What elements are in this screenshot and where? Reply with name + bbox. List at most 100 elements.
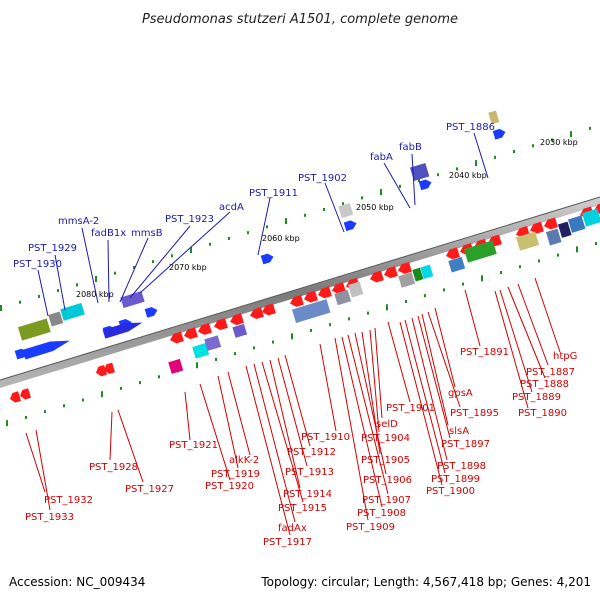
reverse-gene-arrow (318, 286, 332, 299)
gene-label-fadAx: fadAx (278, 523, 307, 534)
reverse-gene-arrow (544, 217, 558, 230)
gene-label-mmsB: mmsB (131, 228, 163, 239)
scale-tick (437, 173, 439, 177)
gene-label-PST_1912: PST_1912 (287, 447, 336, 458)
scale-tick (190, 247, 192, 254)
scale-tick (494, 155, 496, 159)
scale-tick (304, 213, 306, 217)
scale-tick (139, 381, 141, 385)
gene-label-PST_1909: PST_1909 (346, 522, 395, 533)
scale-tick (209, 242, 211, 246)
gene-label-PST_1898: PST_1898 (437, 461, 486, 472)
scale-tick (133, 265, 135, 269)
scale-tick (291, 333, 293, 340)
gene-label-PST_1927: PST_1927 (125, 484, 174, 495)
scale-tick (76, 283, 78, 287)
scale-tick (329, 323, 331, 327)
forward-gene-arrow (102, 322, 143, 339)
scale-tick (386, 304, 388, 311)
scale-tick (481, 275, 483, 282)
gene-block (192, 343, 210, 359)
scale-label-2030: 2030 kbp (540, 138, 578, 147)
gene-label-PST_1917: PST_1917 (263, 537, 312, 548)
reverse-gene-arrow (290, 294, 304, 307)
forward-gene-arrow (492, 128, 506, 140)
gene-label-PST_1920: PST_1920 (205, 481, 254, 492)
reverse-gene-arrow (446, 247, 460, 260)
scale-tick (152, 260, 154, 264)
scale-tick (500, 271, 502, 274)
gene-block (488, 110, 500, 125)
gene-label-PST_1906: PST_1906 (363, 475, 412, 486)
gene-label-PST_1889: PST_1889 (512, 392, 561, 403)
gene-label-PST_1901: PST_1901 (386, 403, 435, 414)
gene-label-PST_1910: PST_1910 (301, 432, 350, 443)
scale-tick (462, 282, 464, 286)
gene-label-PST_1902: PST_1902 (298, 173, 347, 184)
scale-tick (418, 179, 420, 183)
scale-tick (557, 253, 559, 257)
scale-tick (424, 294, 426, 298)
gene-label-alkK-2: alkK-2 (229, 455, 259, 466)
scale-tick (405, 299, 407, 303)
gene-block (515, 231, 540, 251)
scale-tick (532, 144, 534, 148)
reverse-gene-arrow (250, 307, 264, 320)
gene-label-PST_1891: PST_1891 (460, 347, 509, 358)
gene-label-fabA: fabA (370, 152, 393, 163)
reverse-gene-arrow (10, 391, 22, 403)
scale-tick (285, 218, 287, 225)
scale-label-2080: 2080 kbp (76, 290, 114, 299)
gene-block (120, 291, 145, 309)
gene-label-mmsA-2: mmsA-2 (58, 216, 99, 227)
scale-tick (380, 189, 382, 196)
gene-label-PST_1932: PST_1932 (44, 495, 93, 506)
gene-label-PST_1905: PST_1905 (361, 455, 410, 466)
gene-label-PST_1890: PST_1890 (518, 408, 567, 419)
scale-tick (342, 202, 344, 206)
gene-label-PST_1895: PST_1895 (450, 408, 499, 419)
gene-block (17, 318, 51, 341)
scale-tick (513, 150, 515, 154)
gene-label-PST_1919: PST_1919 (211, 469, 260, 480)
scale-tick (348, 317, 350, 321)
forward-gene-arrow (418, 179, 432, 191)
gene-block (204, 335, 222, 351)
scale-tick (443, 288, 445, 292)
scale-tick (114, 271, 116, 275)
scale-tick (196, 362, 198, 369)
gene-block (291, 299, 331, 324)
reverse-gene-arrow (214, 318, 228, 330)
scale-label-2040: 2040 kbp (449, 171, 487, 180)
gene-block (398, 272, 416, 288)
forward-gene-arrow (343, 220, 357, 232)
scale-tick (589, 126, 591, 130)
scale-tick (266, 225, 268, 229)
reverse-gene-arrow (184, 327, 198, 340)
scale-tick (57, 289, 59, 293)
gene-features (10, 110, 600, 403)
gene-block (545, 228, 562, 246)
reverse-gene-arrow (398, 262, 412, 274)
scale-tick (38, 294, 40, 298)
gene-block (581, 208, 600, 227)
scale-tick (570, 131, 572, 138)
gene-block (420, 264, 434, 280)
scale-label-2060: 2060 kbp (262, 234, 300, 243)
gene-label-acdA: acdA (219, 202, 244, 213)
scale-tick (361, 196, 363, 200)
gene-label-PST_1904: PST_1904 (361, 433, 410, 444)
accession-text: Accession: NC_009434 (9, 575, 145, 589)
forward-gene-arrow (260, 253, 274, 265)
gene-label-PST_1911: PST_1911 (249, 188, 298, 199)
gene-block (334, 289, 352, 306)
gene-block (412, 267, 424, 282)
gene-block (338, 203, 354, 219)
scale-tick (82, 398, 84, 402)
gene-label-gpsA: gpsA (448, 388, 473, 399)
reverse-gene-arrow (530, 221, 544, 234)
scale-tick (0, 305, 2, 311)
scale-tick (6, 420, 8, 427)
scale-label-2050: 2050 kbp (356, 203, 394, 212)
